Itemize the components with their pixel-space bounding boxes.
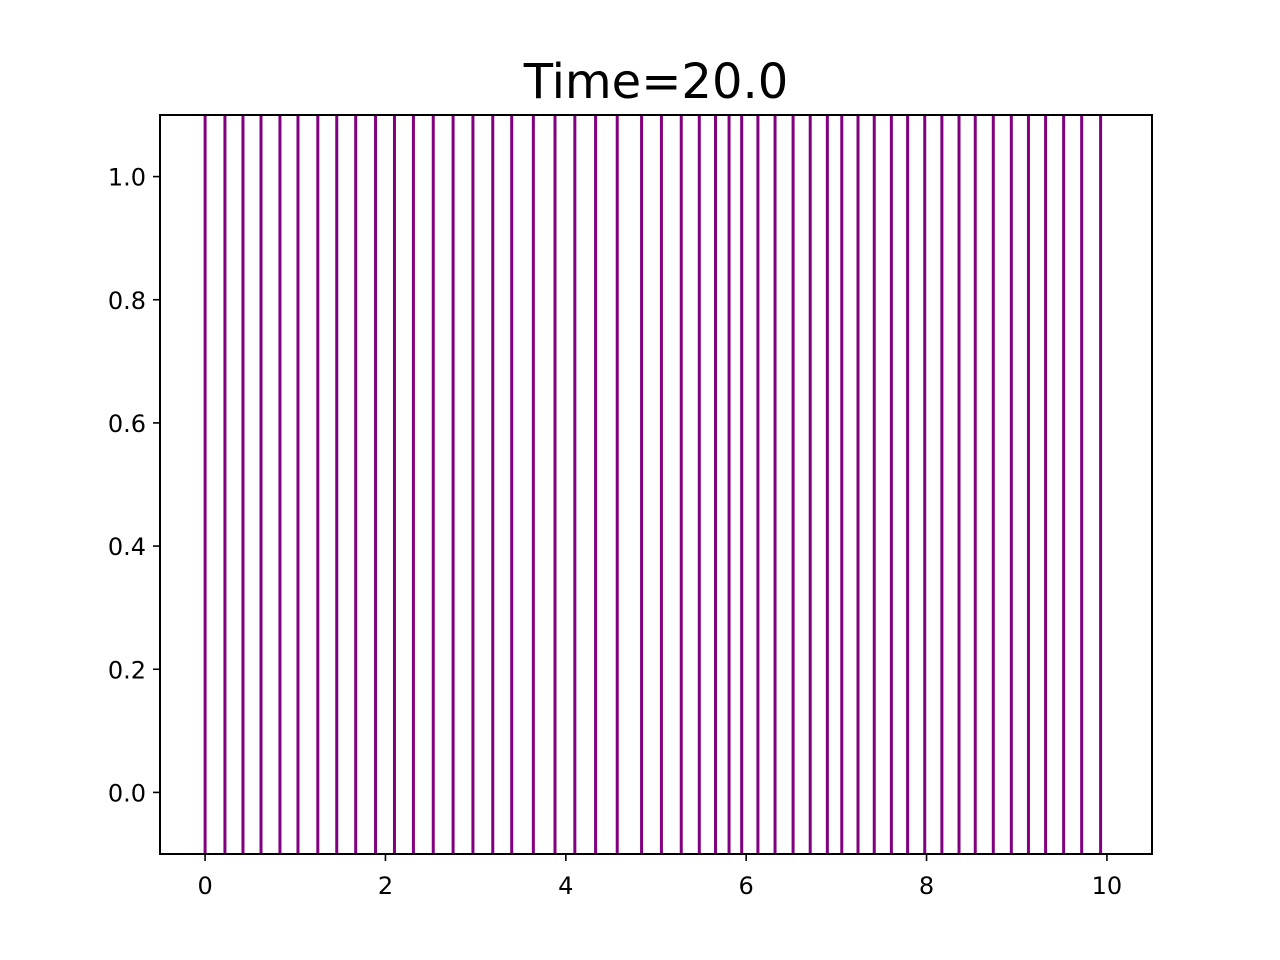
x-tick-label: 8 bbox=[919, 872, 934, 900]
chart-title: Time=20.0 bbox=[523, 54, 789, 110]
y-tick-label: 0.4 bbox=[108, 533, 146, 561]
x-axis: 0 2 4 6 8 10 bbox=[197, 854, 1122, 900]
event-lines bbox=[203, 115, 1103, 854]
x-tick-label: 0 bbox=[197, 872, 212, 900]
y-tick-label: 0.6 bbox=[108, 410, 146, 438]
x-tick-label: 10 bbox=[1092, 872, 1123, 900]
y-tick-label: 1.0 bbox=[108, 164, 146, 192]
x-tick-label: 6 bbox=[739, 872, 754, 900]
x-tick-label: 2 bbox=[378, 872, 393, 900]
y-tick-label: 0.0 bbox=[108, 779, 146, 807]
y-axis: 0.0 0.2 0.4 0.6 0.8 1.0 bbox=[108, 164, 160, 807]
x-tick-label: 4 bbox=[558, 872, 573, 900]
y-tick-label: 0.2 bbox=[108, 656, 146, 684]
y-tick-label: 0.8 bbox=[108, 287, 146, 315]
axes-frame bbox=[159, 114, 1153, 855]
